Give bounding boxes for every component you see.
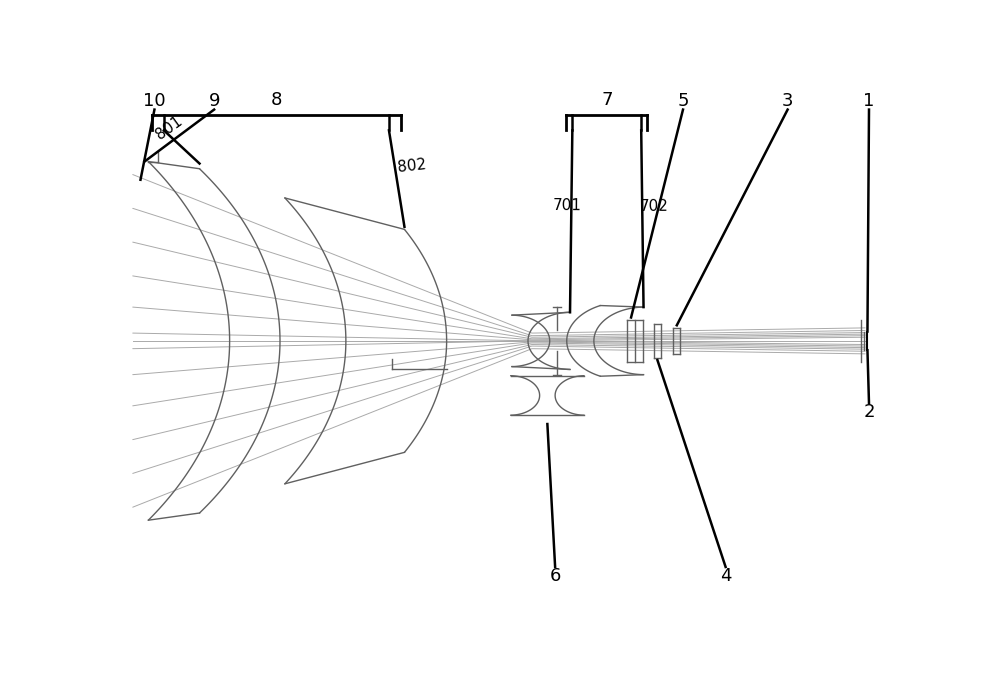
Text: 701: 701 — [553, 198, 582, 214]
Text: 5: 5 — [677, 92, 689, 109]
Text: 8: 8 — [271, 90, 282, 109]
Text: 702: 702 — [639, 198, 668, 214]
Text: 10: 10 — [143, 92, 166, 109]
Text: 801: 801 — [153, 113, 186, 142]
Text: 802: 802 — [396, 157, 427, 175]
Text: 9: 9 — [208, 92, 220, 109]
Text: 2: 2 — [863, 403, 875, 421]
Text: 3: 3 — [782, 92, 793, 109]
Text: 7: 7 — [601, 90, 613, 109]
Text: 4: 4 — [720, 567, 731, 585]
Text: 6: 6 — [549, 567, 561, 585]
Text: 1: 1 — [863, 92, 875, 109]
